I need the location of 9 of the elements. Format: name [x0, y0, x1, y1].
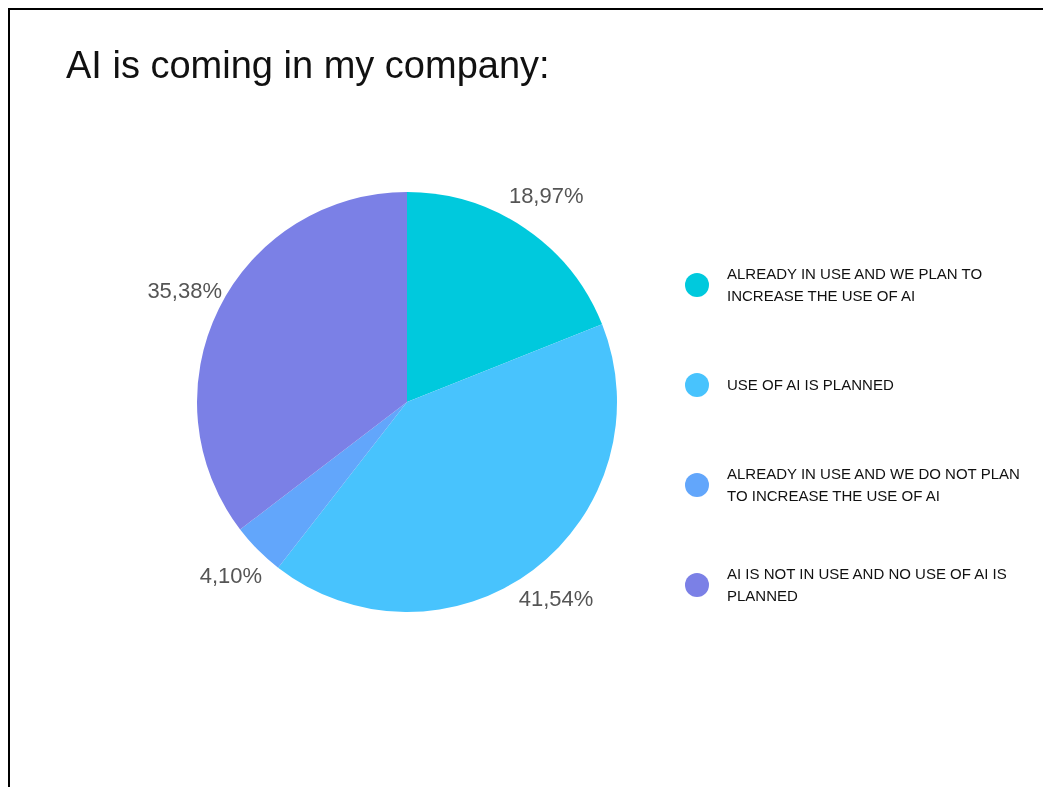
data-label: 4,10%	[199, 562, 263, 588]
data-label: 35,38%	[147, 278, 222, 304]
legend-label: ALREADY IN USE AND WE PLAN TO INCREASE THE USE OF AI	[727, 264, 984, 306]
data-label: 41,54%	[518, 586, 594, 612]
data-label: 18,97%	[508, 182, 584, 208]
chart-title: AI is coming in my company:	[66, 44, 550, 87]
legend-label: ALREADY IN USE AND WE DO NOT PLAN TO INCREASE THE USE OF AI	[727, 464, 1021, 506]
legend-label: USE OF AI IS PLANNED	[727, 375, 895, 395]
legend-label: AI IS NOT IN USE AND NO USE OF AI IS PLANNED	[727, 564, 1008, 606]
